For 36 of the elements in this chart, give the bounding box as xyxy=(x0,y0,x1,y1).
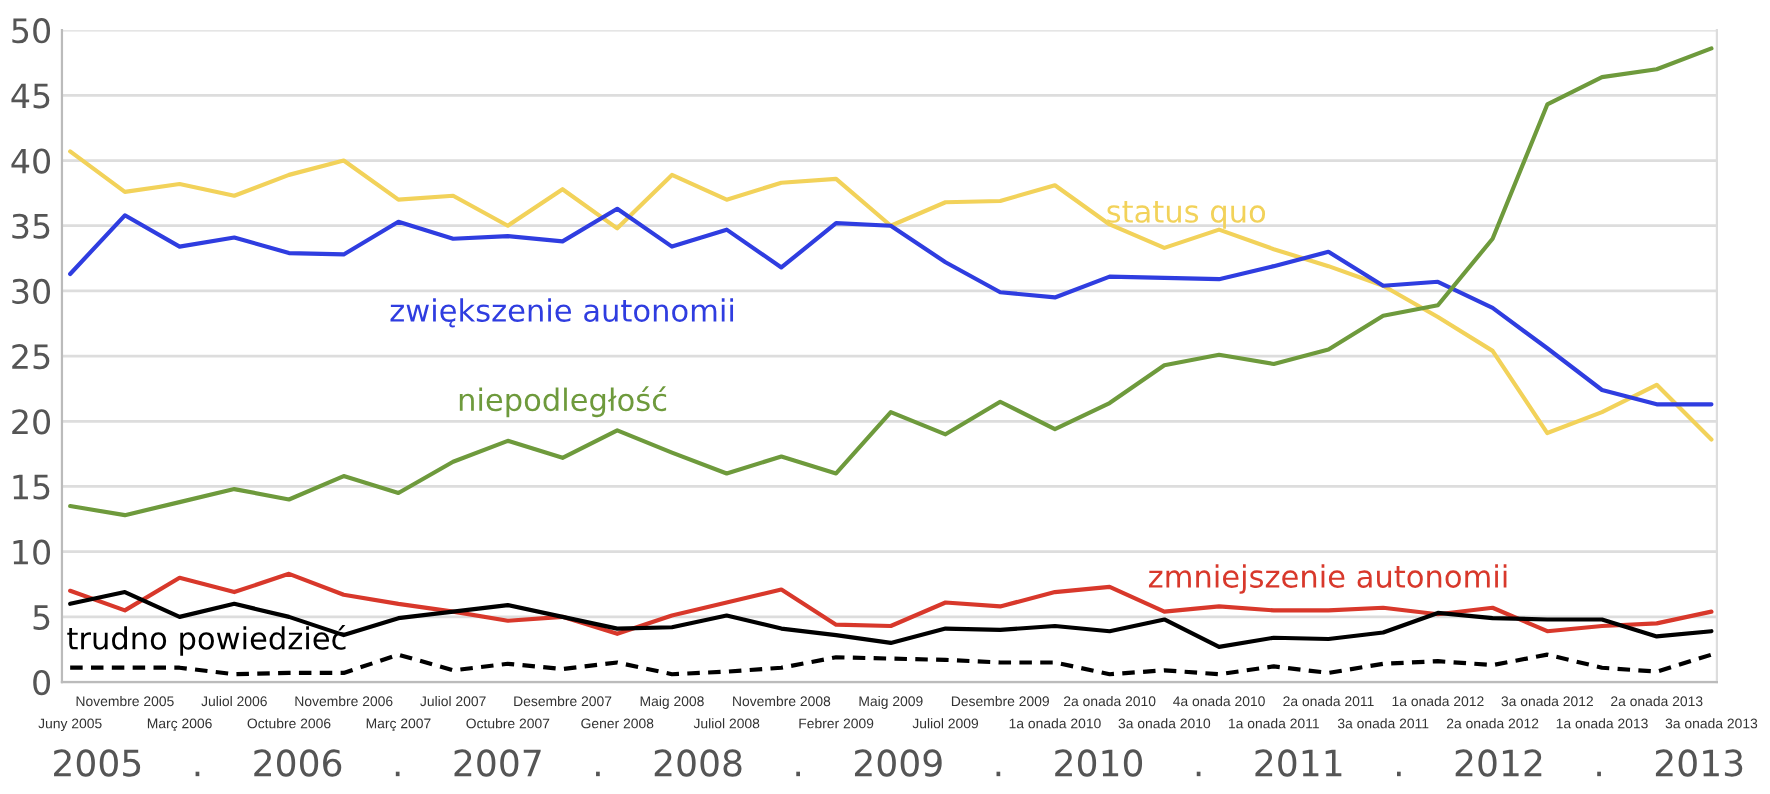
series-label: zmniejszenie autonomii xyxy=(1148,564,1507,594)
line-series xyxy=(68,652,1714,677)
text: 2005 xyxy=(54,749,141,777)
text: . xyxy=(796,771,800,777)
text: . xyxy=(395,771,400,777)
text: . xyxy=(596,771,600,777)
series-label: zwiększenie autonomii xyxy=(390,298,734,328)
y-tick-label: 35 xyxy=(12,213,50,239)
text: . xyxy=(996,771,1001,777)
y-tick-label: 50 xyxy=(12,18,51,44)
text: 2009 xyxy=(854,749,942,777)
y-tick-label: 25 xyxy=(12,344,50,370)
text: 2011 xyxy=(1255,749,1342,777)
y-tick-label: 45 xyxy=(11,83,50,109)
text: 2006 xyxy=(254,749,342,777)
series-label: trudno powiedzieć xyxy=(67,624,346,656)
text: 2007 xyxy=(454,749,541,777)
text: 2008 xyxy=(654,749,742,777)
text: . xyxy=(1196,771,1201,777)
text: 2013 xyxy=(1655,749,1743,777)
y-tick-label: 30 xyxy=(12,278,51,305)
text: 2012 xyxy=(1455,749,1542,777)
series-label: status quo xyxy=(1107,200,1266,229)
y-tick-label: 20 xyxy=(12,409,51,435)
y-tick-label: 10 xyxy=(13,539,51,565)
series-label: niepodległość xyxy=(459,386,667,418)
y-tick-label: 40 xyxy=(11,148,51,174)
text: . xyxy=(195,771,200,777)
y-tick-label: 0 xyxy=(33,669,51,696)
text: 2010 xyxy=(1055,749,1143,777)
line-series xyxy=(68,149,1714,442)
y-tick-label: 5 xyxy=(33,605,50,630)
text: . xyxy=(1396,771,1401,777)
y-tick-label: 15 xyxy=(13,474,50,500)
line-series xyxy=(68,46,1714,518)
text: . xyxy=(1597,771,1601,777)
